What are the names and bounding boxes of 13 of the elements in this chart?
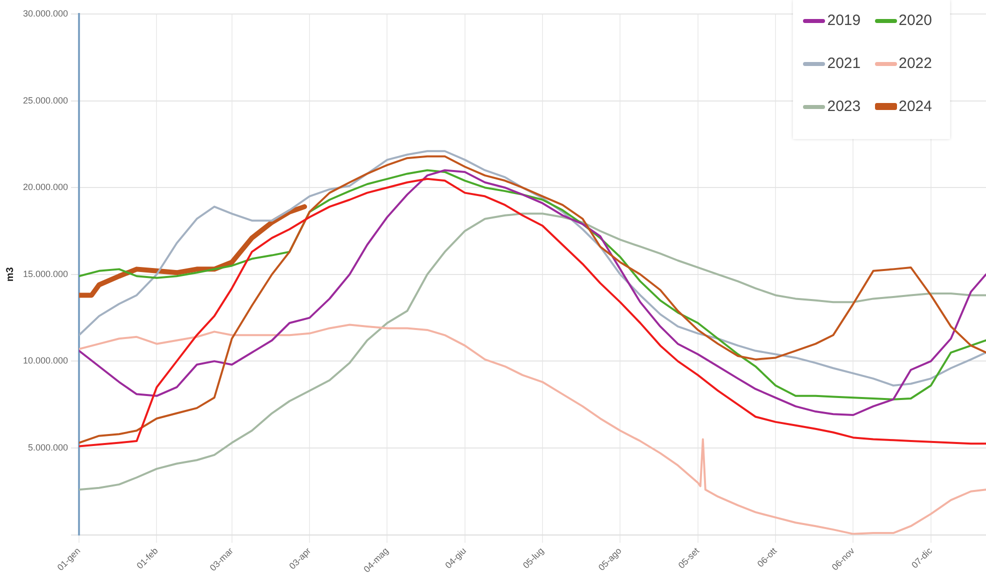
y-tick-label: 20.000.000 xyxy=(22,182,68,192)
y-tick-label: 25.000.000 xyxy=(22,95,68,106)
legend-label: 2019 xyxy=(827,12,861,29)
y-axis-title: m3 xyxy=(4,266,16,282)
y-tick-label: 30.000.000 xyxy=(22,8,68,18)
y-tick-label: 10.000.000 xyxy=(22,356,68,366)
legend-label: 2024 xyxy=(898,98,932,115)
legend-label: 2022 xyxy=(898,55,932,72)
legend-label: 2020 xyxy=(898,12,932,29)
y-tick-label: 5.000.000 xyxy=(28,442,68,452)
legend-label: 2021 xyxy=(827,55,861,72)
y-tick-label: 15.000.000 xyxy=(22,268,68,279)
legend-label: 2023 xyxy=(827,98,861,115)
